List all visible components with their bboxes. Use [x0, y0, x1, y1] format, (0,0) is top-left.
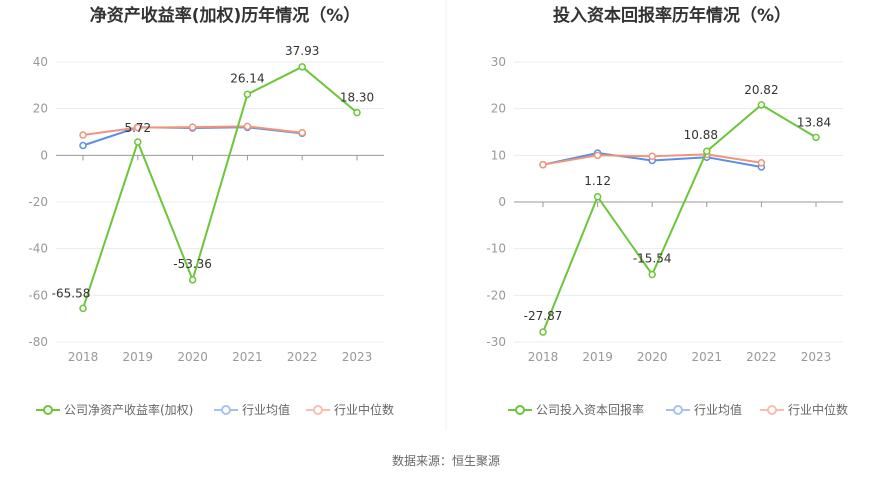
legend-item-industry-avg[interactable]: 行业均值: [666, 402, 742, 417]
data-point-company[interactable]: [298, 63, 306, 71]
roic-chart: 投入资本回报率历年情况（%） 30 20 10 0 -10 -20 -30 2018 2019 2…: [486, 5, 848, 417]
y-tick-label: -80: [28, 335, 48, 349]
data-point-company[interactable]: [243, 90, 252, 99]
data-label: -15.54: [633, 252, 672, 266]
data-label: 26.14: [230, 71, 264, 85]
data-point-industry-median[interactable]: [593, 151, 602, 160]
x-tick-label: 2020: [177, 350, 208, 364]
series-line-company: [82, 65, 358, 309]
x-tick-label: 2022: [287, 350, 318, 364]
y-tick-label: 0: [498, 195, 506, 209]
data-point-company[interactable]: [757, 101, 766, 109]
y-tick-label: 10: [491, 148, 506, 162]
data-point-company[interactable]: [593, 193, 602, 201]
roic-legend: 公司投入资本回报率 行业均值 行业中位数: [508, 402, 848, 417]
data-label: 1.12: [584, 174, 611, 188]
y-tick-label: -10: [486, 242, 506, 256]
data-point-industry-median[interactable]: [757, 159, 766, 167]
roe-data-labels: -65.58 5.72 -53.36 26.14 37.93 18.30: [52, 44, 375, 301]
data-point-industry-median[interactable]: [298, 128, 306, 137]
x-tick-label: 2021: [692, 350, 723, 364]
y-tick-label: -40: [28, 242, 48, 256]
x-tick-label: 2020: [637, 350, 668, 364]
y-tick-label: 0: [40, 148, 48, 162]
data-point-company[interactable]: [134, 138, 142, 146]
data-point-industry-median[interactable]: [243, 122, 252, 131]
legend-marker-industry-avg: [221, 405, 231, 415]
roe-gridlines: [56, 61, 384, 343]
roic-data-labels: -27.87 1.12 -15.54 10.88 20.82 13.84: [524, 83, 832, 323]
x-tick-label: 2021: [232, 350, 263, 364]
data-label: -65.58: [52, 286, 91, 300]
x-tick-label: 2019: [123, 350, 154, 364]
roe-axes: 40 20 0 -20 -40 -60 -80 2018 2019 2020 2021 2022 202…: [28, 55, 384, 364]
legend-item-industry-median[interactable]: 行业中位数: [306, 402, 394, 417]
legend-item-industry-avg[interactable]: 行业均值: [214, 402, 290, 417]
data-point-industry-avg[interactable]: [79, 141, 87, 150]
data-label: 20.82: [744, 83, 778, 97]
data-point-industry-median[interactable]: [134, 123, 142, 132]
legend-label-industry-avg: 行业均值: [242, 402, 290, 417]
legend-item-industry-median[interactable]: 行业中位数: [760, 402, 848, 417]
y-tick-label: 40: [33, 55, 48, 69]
x-tick-label: 2023: [801, 350, 832, 364]
data-point-industry-median[interactable]: [648, 152, 656, 161]
data-point-company[interactable]: [539, 328, 547, 336]
y-tick-label: -20: [28, 195, 48, 209]
data-point-industry-median[interactable]: [79, 131, 87, 139]
data-label: 18.30: [340, 91, 374, 105]
legend-item-company[interactable]: 公司投入资本回报率: [508, 402, 644, 417]
data-point-industry-median[interactable]: [188, 123, 197, 131]
roe-chart: 净资产收益率(加权)历年情况（%） 40 20 0 -20 -40 -60 -80 2018 2…: [28, 5, 394, 417]
y-tick-label: -30: [486, 335, 506, 349]
series-line-company: [542, 103, 817, 333]
legend-label-company: 公司净资产收益率(加权): [64, 402, 193, 417]
data-point-company[interactable]: [703, 147, 711, 155]
y-tick-label: 20: [33, 102, 48, 116]
legend-marker-industry-median: [767, 405, 777, 415]
legend-label-company: 公司投入资本回报率: [536, 402, 644, 417]
x-tick-label: 2018: [528, 350, 559, 364]
x-tick-label: 2022: [746, 350, 777, 364]
roe-chart-title: 净资产收益率(加权)历年情况（%）: [90, 5, 361, 26]
legend-marker-industry-avg: [673, 405, 683, 415]
roe-series: [79, 63, 361, 313]
roic-series: [539, 101, 820, 336]
data-source: 数据来源：恒生聚源: [392, 453, 500, 468]
data-label: -27.87: [524, 309, 563, 323]
legend-marker-company: [43, 405, 53, 415]
legend-label-industry-avg: 行业均值: [694, 402, 742, 417]
y-tick-label: -60: [28, 288, 48, 302]
x-tick-label: 2023: [342, 350, 373, 364]
legend-label-industry-median: 行业中位数: [334, 402, 394, 417]
data-label: 13.84: [797, 115, 831, 129]
data-label: 10.88: [684, 128, 718, 142]
legend-marker-industry-median: [313, 405, 323, 415]
data-point-company[interactable]: [353, 108, 361, 117]
data-point-company[interactable]: [188, 276, 197, 284]
data-point-company[interactable]: [648, 270, 656, 279]
data-point-industry-median[interactable]: [539, 160, 547, 169]
y-tick-label: 20: [491, 102, 506, 116]
roe-legend: 公司净资产收益率(加权) 行业均值 行业中位数: [36, 402, 394, 417]
roic-chart-title: 投入资本回报率历年情况（%）: [553, 5, 791, 26]
data-label: 37.93: [285, 44, 319, 58]
data-point-company[interactable]: [79, 304, 87, 313]
x-tick-label: 2018: [68, 350, 99, 364]
roic-axes: 30 20 10 0 -10 -20 -30 2018 2019 2020 2021 2022 2023: [486, 55, 843, 364]
legend-item-company[interactable]: 公司净资产收益率(加权): [36, 402, 193, 417]
x-tick-label: 2019: [582, 350, 613, 364]
data-point-company[interactable]: [812, 133, 820, 142]
legend-label-industry-median: 行业中位数: [788, 402, 848, 417]
y-tick-label: 30: [491, 55, 506, 69]
data-label: 5.72: [124, 121, 151, 135]
legend-marker-company: [515, 405, 525, 415]
y-tick-label: -20: [486, 288, 506, 302]
data-label: -53.36: [173, 257, 212, 271]
